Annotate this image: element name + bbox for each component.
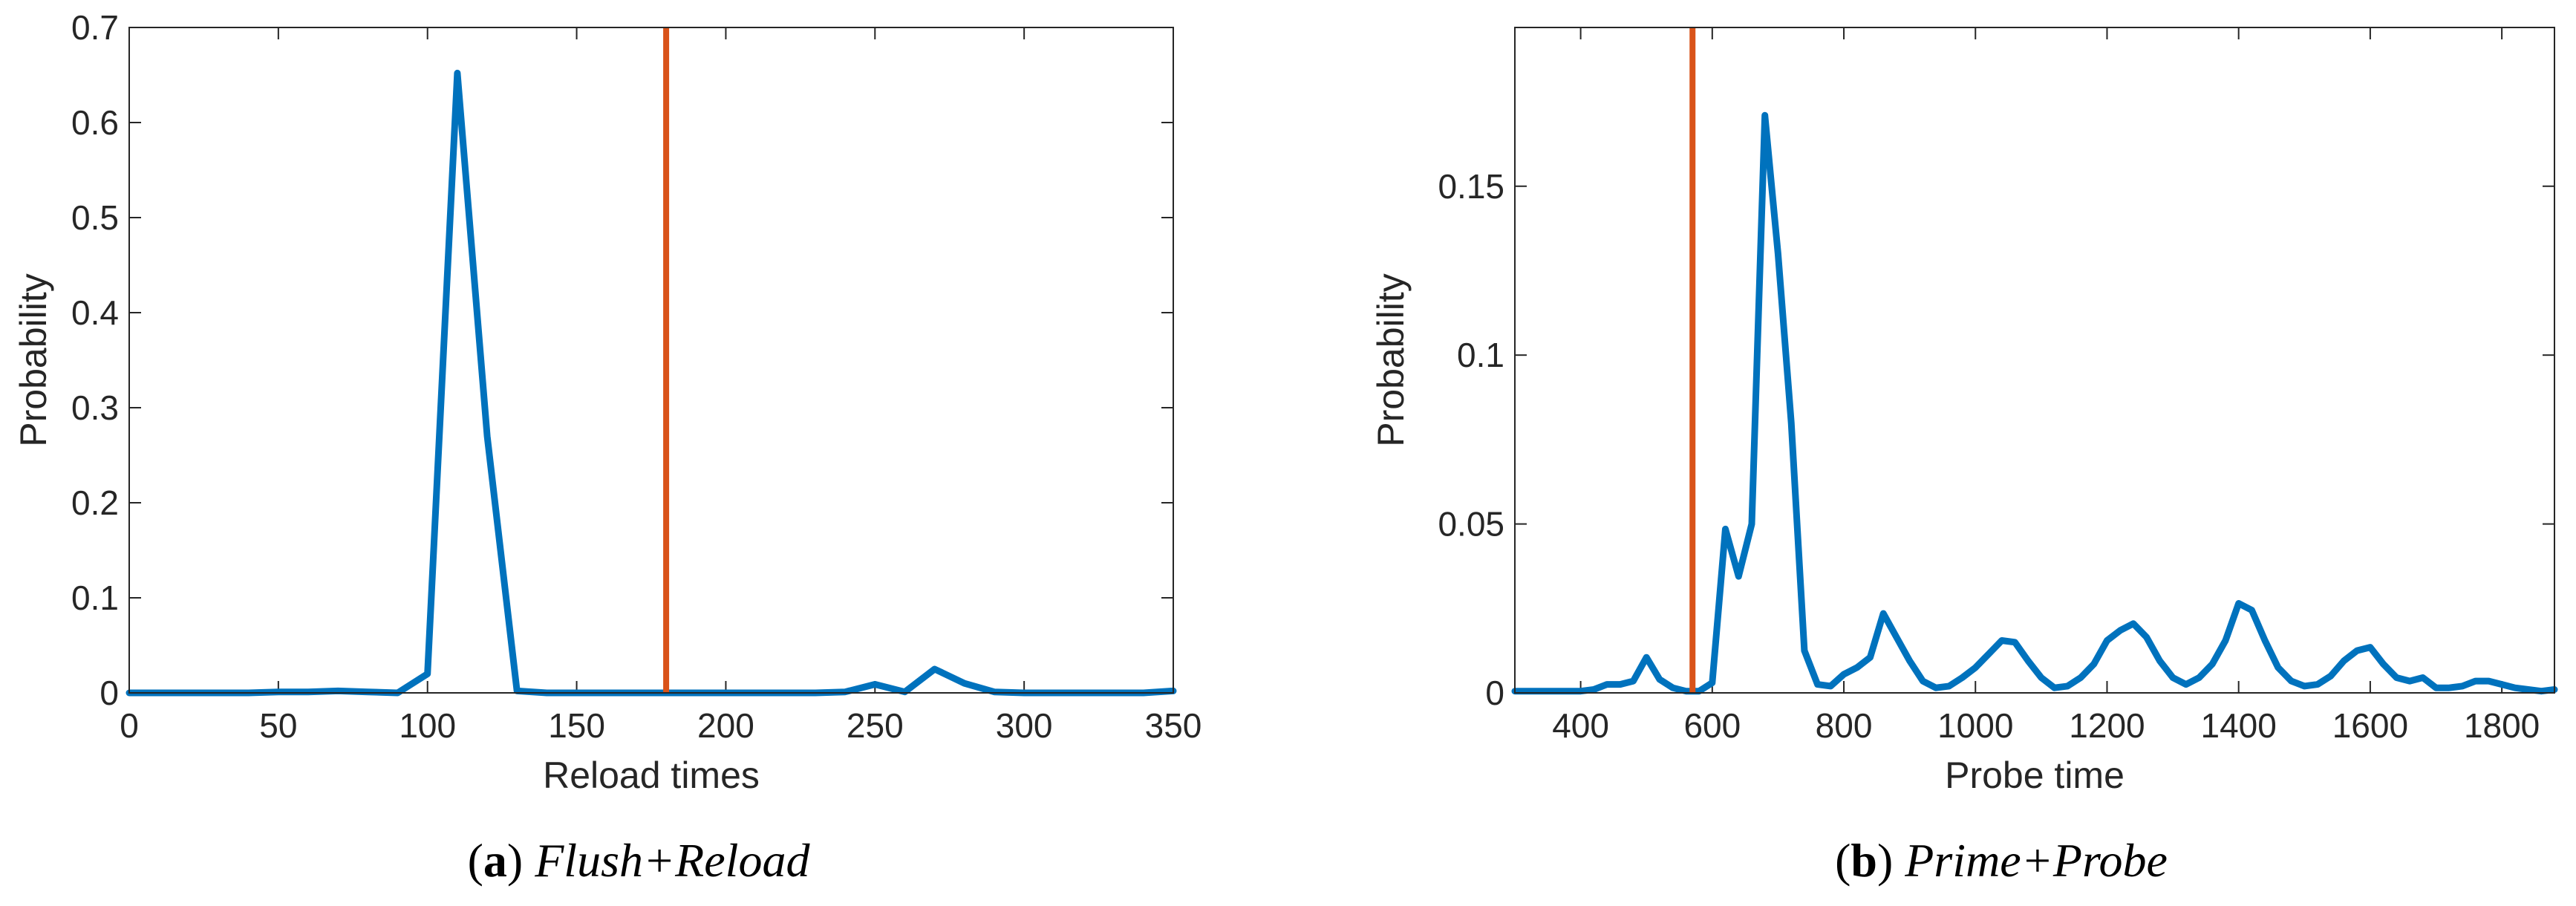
caption-letter: a bbox=[483, 834, 507, 887]
panel-flush-reload: 0 50 100 150 200 250 300 350 0 0.1 0.2 0.3 0.4 0.5 0.… bbox=[13, 8, 1201, 887]
y-tick-label: 0.7 bbox=[71, 8, 119, 47]
x-tick-label: 300 bbox=[996, 706, 1053, 745]
caption-paren-close: ) bbox=[1877, 834, 1905, 887]
y-tick-label: 0.1 bbox=[1457, 336, 1504, 374]
y-tick-label: 0.4 bbox=[71, 293, 119, 332]
x-tick-label: 600 bbox=[1683, 706, 1741, 745]
x-tick-label: 200 bbox=[697, 706, 754, 745]
axes-box bbox=[1514, 27, 2555, 694]
x-tick-label: 400 bbox=[1552, 706, 1609, 745]
x-tick-label: 800 bbox=[1816, 706, 1873, 745]
x-tick-label: 1200 bbox=[2069, 706, 2145, 745]
y-tick-label: 0.6 bbox=[71, 103, 119, 142]
x-axis-ticks: 400 600 800 1000 1200 1400 1600 1800 bbox=[1552, 27, 2540, 745]
y-tick-label: 0.15 bbox=[1438, 167, 1504, 206]
x-tick-label: 1000 bbox=[1937, 706, 2013, 745]
y-axis-ticks: 0 0.05 0.1 0.15 bbox=[1438, 167, 2554, 712]
axes-box bbox=[128, 27, 1174, 694]
x-tick-label: 1400 bbox=[2201, 706, 2277, 745]
x-tick-label: 150 bbox=[548, 706, 605, 745]
series-line bbox=[1511, 111, 2558, 695]
y-tick-label: 0.05 bbox=[1438, 505, 1504, 544]
caption-paren-open: ( bbox=[468, 834, 483, 887]
panel-caption: (b) Prime+Probe bbox=[1835, 834, 2168, 887]
x-axis-ticks: 0 50 100 150 200 250 300 350 bbox=[120, 27, 1201, 745]
caption-letter: b bbox=[1851, 834, 1877, 887]
panel-caption: (a) Flush+Reload bbox=[468, 834, 811, 887]
y-axis-label: Probability bbox=[1370, 273, 1412, 446]
y-axis-ticks: 0 0.1 0.2 0.3 0.4 0.5 0.6 0.7 bbox=[71, 8, 1173, 712]
y-tick-label: 0.2 bbox=[71, 483, 119, 522]
caption-paren-open: ( bbox=[1835, 834, 1851, 887]
x-axis-label: Probe time bbox=[1945, 755, 2125, 796]
y-tick-label: 0.3 bbox=[71, 388, 119, 427]
x-tick-label: 350 bbox=[1145, 706, 1202, 745]
y-tick-label: 0.1 bbox=[71, 579, 119, 617]
x-axis-label: Reload times bbox=[543, 755, 760, 796]
panel-prime-probe: 400 600 800 1000 1200 1400 1600 1800 0 0.05 0.1 0.… bbox=[1370, 27, 2558, 887]
x-tick-label: 1600 bbox=[2332, 706, 2408, 745]
x-tick-label: 100 bbox=[399, 706, 456, 745]
x-tick-label: 0 bbox=[120, 706, 139, 745]
y-tick-label: 0 bbox=[100, 674, 119, 712]
caption-title: Flush+Reload bbox=[534, 834, 810, 887]
x-tick-label: 250 bbox=[847, 706, 904, 745]
caption-title: Prime+Probe bbox=[1904, 834, 2168, 887]
x-tick-label: 1800 bbox=[2464, 706, 2540, 745]
y-tick-label: 0 bbox=[1485, 674, 1504, 712]
y-axis-label: Probability bbox=[13, 273, 54, 446]
y-tick-label: 0.5 bbox=[71, 198, 119, 237]
x-tick-label: 50 bbox=[259, 706, 297, 745]
caption-paren-close: ) bbox=[507, 834, 535, 887]
